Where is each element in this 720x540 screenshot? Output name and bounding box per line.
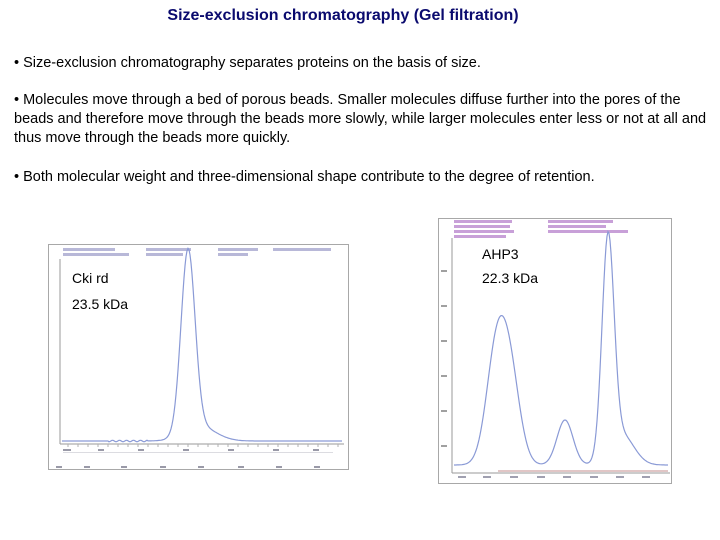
x-tick-marks (498, 470, 668, 472)
header-text-blocks (63, 248, 331, 256)
chromatogram-right: AHP3 22.3 kDa (438, 218, 672, 484)
molecular-weight-label: 22.3 kDa (482, 270, 539, 286)
plot-frame (48, 244, 349, 470)
chromatogram-right-plot (438, 218, 672, 484)
bullet-size-separation: • Size-exclusion chromatography separate… (14, 55, 481, 71)
legend-text-blocks (454, 220, 628, 238)
slide-title: Size-exclusion chromatography (Gel filtr… (167, 7, 519, 24)
axis-ticks (67, 444, 339, 447)
x-tick-label-marks (458, 476, 650, 478)
chromatogram-left: Cki rd 23.5 kDa (48, 244, 349, 470)
plot-frame (438, 218, 672, 484)
molecular-weight-label: 23.5 kDa (72, 296, 129, 312)
protein-name-label: AHP3 (482, 246, 519, 262)
protein-name-label: Cki rd (72, 270, 109, 286)
chromatogram-trace (454, 230, 668, 466)
tick-label-marks (56, 449, 333, 468)
bullet-shape-retention: • Both molecular weight and three-dimens… (14, 169, 595, 185)
bullet-porous-beads: • Molecules move through a bed of porous… (14, 92, 707, 146)
y-tick-label-marks (441, 270, 447, 447)
chromatogram-left-plot (48, 244, 349, 470)
chromatogram-trace (62, 247, 342, 443)
